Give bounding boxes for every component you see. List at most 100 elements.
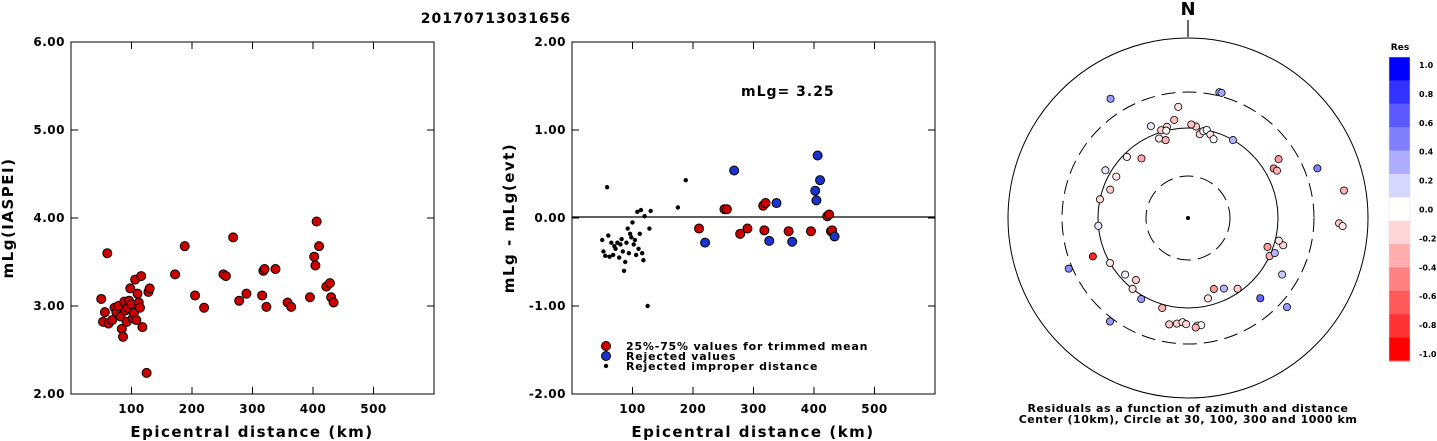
legend-label-rejected: Rejected values [626,350,736,363]
residual-data-point [625,226,630,231]
residual-data-point [694,223,705,234]
station-residual-point [1112,172,1121,181]
colorbar-tick-label: 0.8 [1419,90,1434,99]
residual-ticks: 100 200 300 400 500 -2.00 -1.00 0.00 1.00 2.00 [529,35,935,416]
ring-100km [1097,127,1279,309]
residual-points [600,150,840,309]
station-residual-point [1338,222,1347,231]
station-residual-point [1106,94,1115,103]
magnitude-data-point [132,288,143,299]
magnitude-data-point [179,241,190,252]
station-residual-point [1273,166,1282,175]
station-residual-point [1137,154,1146,163]
station-residual-point [1155,134,1164,143]
residual-data-point [638,207,644,213]
station-residual-point [1219,284,1228,293]
magnitude-data-point [102,248,113,259]
residual-data-point [629,235,634,240]
residual-ylabel: mLg - mLg(evt) [500,143,518,293]
magnitude-ticks: 100 200 300 400 500 2.00 3.00 4.00 5.00 6.00 [33,35,434,416]
ring-30km [1145,175,1231,261]
magnitude-xtick-label: 500 [360,402,387,416]
station-residual-point [1256,294,1265,303]
colorbar-tick-label: 0.2 [1419,177,1433,186]
magnitude-data-point [259,264,270,275]
magnitude-ytick-label: 4.00 [33,211,65,225]
residual-ytick-label: -1.00 [529,299,566,313]
colorbar-cell [1389,220,1410,245]
residual-data-point [811,195,822,206]
residual-data-point [620,249,626,254]
magnitude-xtick-label: 100 [118,402,145,416]
station-residual-point [1106,258,1115,267]
residual-data-point [631,242,636,247]
residual-data-point [613,246,618,251]
magnitude-data-point [134,302,145,313]
residual-ytick-label: 1.00 [534,123,566,137]
magnitude-data-point [144,283,155,294]
station-residual-point [1278,270,1287,279]
residual-data-point [639,251,645,256]
residual-xtick-label: 200 [680,402,707,416]
colorbar-title: Res [1391,43,1409,53]
residual-data-point [637,231,642,237]
station-residual-point [1191,323,1200,332]
magnitude-xlabel: Epicentral distance (km) [130,423,373,441]
residual-data-point [700,237,711,248]
north-label: N [1180,0,1195,20]
station-residual-point [1121,270,1130,279]
magnitude-ytick-label: 2.00 [33,387,65,401]
colorbar-cell [1389,103,1410,128]
residual-data-point [771,198,782,209]
colorbar-ticks: 1.0 0.8 0.6 0.4 0.2 0.0 -0.2 -0.4 -0.6 -0.8 -1.0 [1419,61,1437,359]
colorbar-cell [1389,150,1410,175]
colorbar-cell [1389,80,1410,105]
magnitude-data-point [190,290,201,301]
residual-data-point [648,208,653,214]
colorbar-cells [1388,56,1411,362]
colorbar-tick-label: -0.6 [1419,292,1437,301]
station-residual-point [1282,303,1291,312]
residual-data-point [783,226,794,237]
magnitude-data-point [141,367,152,378]
station-residual-point [1174,102,1183,111]
station-residual-point [1137,295,1146,304]
ring-300km [1061,91,1315,345]
colorbar-outline [1388,56,1411,362]
colorbar-cell [1389,267,1410,292]
legend: 25%-75% values for trimmed mean Rejected… [601,340,868,373]
residual-ytick-label: -2.00 [529,387,566,401]
colorbar-cell [1389,244,1410,268]
residual-data-point [618,242,623,247]
magnitude-data-point [96,293,107,304]
residual-data-point [610,252,616,258]
station-residual-point [1209,135,1218,144]
residual-data-point [624,240,629,245]
residual-data-point [815,175,826,186]
magnitude-data-point [170,269,181,280]
residual-data-point [607,254,612,259]
residual-data-point [603,253,608,259]
magnitude-data-point [107,315,118,326]
residual-data-point [600,237,605,243]
residual-data-point [616,255,622,260]
colorbar-cell [1389,290,1410,315]
magnitude-xtick-label: 300 [239,402,266,416]
magnitude-ytick-label: 3.00 [33,299,65,313]
magnitude-data-point [328,297,339,308]
residual-data-point [824,209,835,220]
residual-data-point [764,235,775,246]
magnitude-data-point [314,241,325,252]
magnitude-data-point [324,278,335,289]
magnitude-data-point [309,251,320,262]
residual-data-point [626,251,632,256]
legend-marker-rejected [601,351,611,361]
residual-xtick-label: 400 [801,402,828,416]
station-residual-point [1204,294,1213,303]
legend-label-trimmed: 25%-75% values for trimmed mean [626,340,868,353]
magnitude-data-point [125,283,136,294]
map-caption-line-1: Residuals as a function of azimuth and d… [1028,402,1349,415]
colorbar-tick-label: 0.4 [1419,148,1434,157]
colorbar-cell [1389,314,1410,339]
